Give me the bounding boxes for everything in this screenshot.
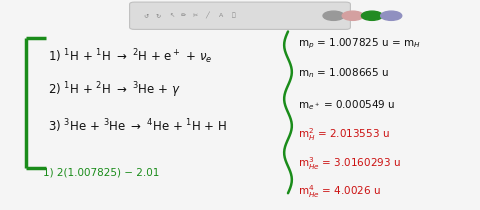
FancyBboxPatch shape [130,2,350,29]
Circle shape [381,11,402,20]
Circle shape [342,11,363,20]
Text: 2) $^1$H + $^2$H $\rightarrow$ $^3$He + $\gamma$: 2) $^1$H + $^2$H $\rightarrow$ $^3$He + … [48,80,180,100]
Text: m$^2_H$ = 2.013553 u: m$^2_H$ = 2.013553 u [298,126,389,143]
Text: m$_n$ = 1.008665 u: m$_n$ = 1.008665 u [298,67,388,80]
Text: ⬜: ⬜ [232,13,236,18]
Text: ↻: ↻ [156,13,161,18]
Text: 1) $^1$H + $^1$H $\rightarrow$ $^2$H + e$^+$ + $\nu_e$: 1) $^1$H + $^1$H $\rightarrow$ $^2$H + e… [48,47,212,66]
Circle shape [323,11,344,20]
Text: m$^3_{He}$ = 3.0160293 u: m$^3_{He}$ = 3.0160293 u [298,155,400,172]
Text: A: A [219,13,223,18]
Text: m$^4_{He}$ = 4.0026 u: m$^4_{He}$ = 4.0026 u [298,183,381,199]
Text: m$_{e^+}$ = 0.000549 u: m$_{e^+}$ = 0.000549 u [298,98,395,112]
Text: ✂: ✂ [193,13,198,18]
Text: 1) 2(1.007825) − 2.01: 1) 2(1.007825) − 2.01 [43,167,159,177]
Text: ╱: ╱ [205,12,209,19]
Circle shape [361,11,383,20]
Text: 3) $^3$He + $^3$He $\rightarrow$ $^4$He + $^1$H + H: 3) $^3$He + $^3$He $\rightarrow$ $^4$He … [48,117,227,135]
Text: ✏: ✏ [181,13,186,18]
Text: ↖: ↖ [169,13,174,18]
Text: m$_p$ = 1.007825 u = m$_H$: m$_p$ = 1.007825 u = m$_H$ [298,37,420,51]
Text: ↺: ↺ [144,13,149,18]
